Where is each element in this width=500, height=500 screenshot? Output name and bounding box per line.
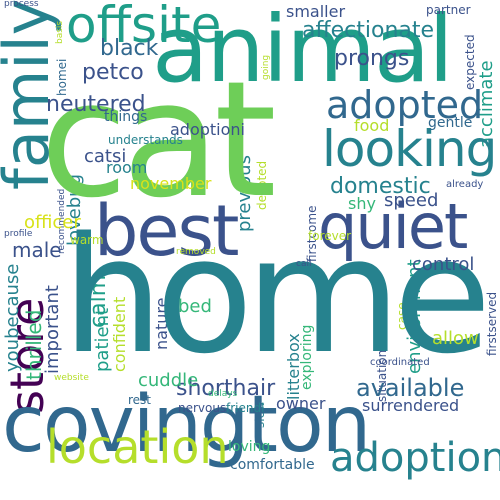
word-officer: officer [24, 212, 81, 233]
word-animal: animal [152, 0, 454, 103]
word-black: black [100, 36, 159, 61]
word-quiet: quiet [318, 190, 468, 263]
word-coordinated: coordinated [370, 357, 430, 368]
word-gentle: gentle [428, 115, 473, 131]
word-domestic: domestic [330, 174, 431, 199]
word-prongs: prongs [334, 46, 410, 71]
word-loving: loving [228, 439, 271, 455]
word-adopted: adopted [326, 83, 484, 127]
word-removed: removed [176, 247, 216, 257]
word-youbecause: youbecause [2, 263, 23, 372]
word-call: call [296, 259, 312, 269]
word-basis: basis [55, 20, 65, 44]
word-surrendered: surrendered [362, 396, 460, 415]
word-profile: profile [4, 229, 33, 239]
word-partner: partner [426, 3, 471, 17]
word-process: process [4, 0, 39, 9]
word-speed: speed [384, 190, 439, 211]
word-warm: warm [70, 233, 104, 247]
word-control: control [412, 254, 475, 275]
word-forever: forever [308, 229, 352, 243]
word-best: best [94, 190, 239, 272]
word-already: already [446, 179, 484, 190]
word-location: location [46, 420, 229, 474]
word-firstserved: firstserved [485, 291, 499, 356]
word-understands: understands [108, 133, 183, 147]
word-affectionate: affectionate [302, 18, 435, 43]
word-november: november [130, 174, 212, 193]
word-important: important [42, 285, 63, 374]
word-bed: bed [178, 296, 212, 317]
word-male: male [12, 238, 62, 262]
word-friendi: friendi [226, 401, 265, 415]
word-room: room [106, 158, 148, 177]
word-cuddle: cuddle [138, 370, 199, 391]
word-food: food [354, 116, 390, 135]
word-shy: shy [348, 194, 376, 213]
word-available: available [356, 374, 465, 402]
word-shorthair: shorthair [176, 376, 276, 401]
word-neutered: neutered [46, 92, 146, 117]
word-catsi: catsi [84, 146, 127, 167]
word-nervous: nervous [178, 401, 227, 415]
word-smaller: smaller [286, 2, 346, 21]
word-things: things [104, 109, 148, 125]
word-covington: covington [2, 380, 371, 470]
word-adoptioni: adoptioni [170, 120, 245, 139]
word-offsite: offsite [66, 0, 222, 54]
word-cat: cat [40, 46, 277, 233]
word-website: website [54, 373, 89, 383]
word-rest: rest [128, 393, 152, 407]
word-home: home [62, 202, 492, 389]
word-adoption-h: adoption [330, 435, 500, 481]
word-looking: looking [322, 120, 497, 178]
word-expected: expected [463, 34, 477, 90]
word-owner: owner [276, 394, 326, 413]
word-delays: delays [208, 389, 238, 399]
word-petco: petco [82, 60, 144, 85]
word-allow: allow [432, 328, 479, 349]
word-thrilled: thrilled [22, 309, 46, 380]
word-comfortable: comfortable [230, 457, 315, 473]
